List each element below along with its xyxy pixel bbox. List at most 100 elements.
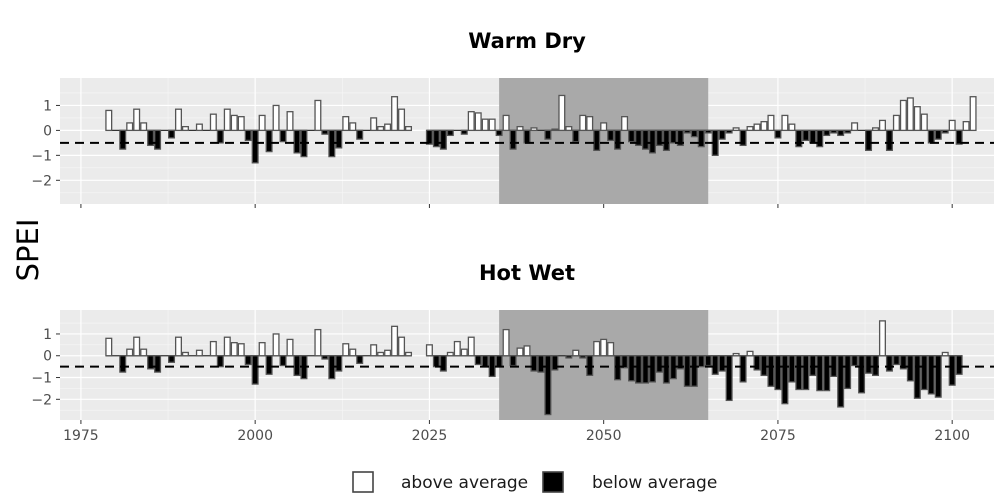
bar-above-average — [272, 104, 280, 132]
bar-below-average — [913, 355, 921, 399]
bar-below-average — [892, 355, 900, 366]
bar-below-average — [356, 355, 364, 365]
bar-above-average — [105, 109, 113, 132]
y-tick-label: 0 — [43, 123, 52, 139]
bar-above-average — [230, 342, 238, 357]
bar-above-average — [969, 96, 977, 132]
bar-above-average — [551, 128, 559, 132]
bar-below-average — [774, 355, 782, 391]
bar-above-average — [398, 336, 406, 357]
bar-below-average — [432, 129, 440, 148]
bar-below-average — [844, 355, 852, 390]
bar-above-average — [314, 99, 322, 132]
bar-below-average — [739, 129, 747, 147]
bar-below-average — [795, 129, 803, 148]
bar-above-average — [878, 320, 886, 357]
bar-below-average — [809, 129, 817, 144]
bar-below-average — [279, 355, 287, 367]
bar-above-average — [286, 111, 294, 132]
bar-below-average — [523, 129, 531, 144]
bar-below-average — [760, 355, 768, 376]
bar-above-average — [607, 342, 615, 357]
bar-below-average — [321, 129, 329, 135]
bar-above-average — [133, 336, 141, 357]
bar-below-average — [655, 355, 663, 373]
bar-below-average — [495, 355, 503, 368]
bar-above-average — [314, 328, 322, 357]
bar-below-average — [941, 129, 949, 134]
bar-above-average — [516, 347, 524, 357]
bar-above-average — [140, 122, 148, 132]
bar-above-average — [237, 343, 245, 357]
bar-below-average — [244, 355, 252, 366]
bar-below-average — [621, 355, 629, 369]
legend: above average below average — [352, 471, 717, 493]
bar-below-average — [725, 129, 733, 134]
bar-below-average — [906, 355, 914, 382]
bar-below-average — [690, 129, 698, 138]
bar-below-average — [704, 129, 712, 134]
bar-below-average — [607, 129, 615, 142]
bar-above-average — [126, 348, 134, 357]
panel-1: Hot Wet −2 −1 0 1 1975 2000 2025 2050 2075 2100 — [31, 261, 994, 444]
bar-above-average — [488, 118, 496, 132]
bar-below-average — [628, 355, 636, 382]
bar-below-average — [544, 355, 552, 416]
bar-above-average — [746, 350, 754, 357]
y-tick-label: 1 — [43, 327, 52, 343]
bar-below-average — [168, 129, 176, 139]
bar-below-average — [676, 355, 684, 370]
bar-above-average — [878, 119, 886, 132]
bar-below-average — [572, 129, 580, 143]
bar-above-average — [892, 114, 900, 132]
bar-above-average — [195, 123, 203, 132]
bar-below-average — [920, 355, 928, 391]
bar-above-average — [913, 106, 921, 132]
bar-above-average — [140, 348, 148, 357]
bar-below-average — [697, 129, 705, 148]
bar-below-average — [718, 129, 726, 140]
bar-below-average — [683, 129, 691, 134]
bar-below-average — [154, 129, 162, 150]
y-tick-label: 1 — [43, 98, 52, 114]
bar-below-average — [641, 355, 650, 384]
bar-below-average — [669, 129, 677, 144]
bar-below-average — [537, 355, 545, 373]
y-tick-label: −2 — [31, 392, 52, 408]
bar-above-average — [209, 113, 217, 132]
bar-below-average — [460, 129, 468, 135]
bar-above-average — [391, 325, 399, 357]
bar-below-average — [635, 355, 643, 384]
bar-above-average — [209, 340, 217, 357]
bar-above-average — [732, 352, 740, 357]
bar-above-average — [753, 123, 761, 132]
bar-above-average — [258, 342, 266, 357]
bar-above-average — [342, 116, 350, 132]
bar-above-average — [404, 351, 413, 357]
bar-below-average — [927, 129, 935, 144]
bar-below-average — [871, 355, 880, 376]
bar-below-average — [837, 355, 845, 408]
bar-below-average — [885, 355, 893, 372]
bar-above-average — [600, 338, 608, 357]
bar-below-average — [662, 355, 670, 384]
bar-below-average — [628, 129, 636, 143]
bar-below-average — [809, 355, 817, 376]
bar-above-average — [565, 126, 573, 132]
bar-below-average — [154, 355, 162, 373]
bar-below-average — [948, 355, 956, 386]
y-tick-label: −1 — [31, 148, 52, 164]
bar-below-average — [119, 355, 127, 373]
bar-above-average — [370, 344, 378, 357]
bar-above-average — [349, 348, 357, 357]
bar-below-average — [147, 129, 155, 147]
bar-below-average — [593, 129, 601, 152]
x-tick-label: 2075 — [760, 428, 796, 444]
bar-above-average — [384, 349, 392, 357]
bar-below-average — [934, 129, 942, 140]
x-tick-label: 2050 — [586, 428, 622, 444]
bar-below-average — [265, 355, 273, 375]
bar-above-average — [516, 126, 524, 132]
bar-below-average — [690, 355, 698, 387]
bar-above-average — [223, 336, 231, 357]
